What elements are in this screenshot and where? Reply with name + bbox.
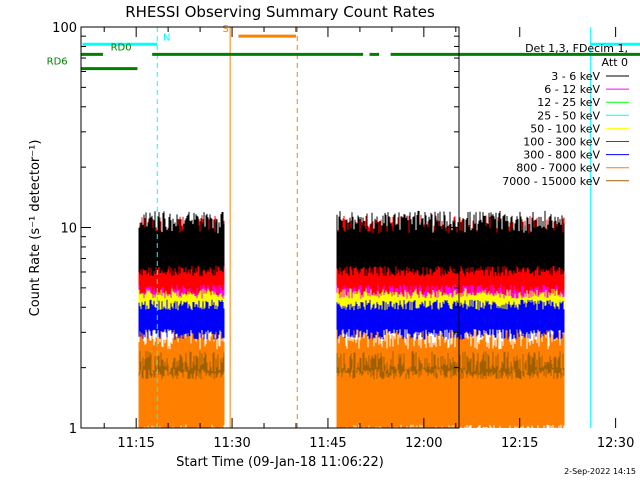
x-tick-label: 11:45 [309,436,346,451]
y-tick-label: 100 [52,21,77,36]
series-800-7000-kev [138,327,565,428]
x-tick-label: 12:00 [405,436,442,451]
x-tick-label: 12:15 [501,436,538,451]
legend-header-line-1: Det 1,3, FDecim 1, [525,42,628,55]
series-7000-15000-kev [138,351,565,380]
flag-label-s: S [222,24,228,35]
y-tick-label: 10 [60,222,77,237]
axis-layer: 11010011:1511:3011:4512:0012:1512:3012:4… [52,21,634,451]
legend-label-3: 25 - 50 keV [537,109,600,122]
marker-layer [156,27,592,428]
flag-label-rd6: RD6 [47,57,68,68]
x-axis-label: Start Time (09-Jan-18 11:06:22) [176,455,384,470]
series-3-6-kev [138,210,565,277]
footer-date: 2-Sep-2022 14:15 [564,467,636,476]
legend-label-5: 100 - 300 keV [523,136,600,149]
legend-label-1: 6 - 12 keV [544,83,600,96]
chart-title: RHESSI Observing Summary Count Rates [125,3,435,21]
series-trace-segment-1 [336,210,565,277]
y-axis-label: Count Rate (s⁻¹ detector⁻¹) [28,140,43,317]
series-trace-segment-0 [138,351,225,380]
data-layer [138,210,565,428]
series-trace-segment-1 [336,327,565,428]
x-tick-label: 11:30 [213,436,250,451]
series-trace-segment-0 [138,211,225,277]
legend-label-0: 3 - 6 keV [551,70,600,83]
legend-header-line-2: Att 0 [602,56,628,69]
x-tick-label: 12:30 [597,436,634,451]
x-tick-label: 11:15 [117,436,154,451]
legend-label-4: 50 - 100 keV [530,122,600,135]
legend-label-7: 800 - 7000 keV [516,162,600,175]
series-trace-segment-1 [336,351,565,380]
legend-label-8: 7000 - 15000 keV [502,175,600,188]
legend-label-2: 12 - 25 keV [537,96,600,109]
y-tick-label: 1 [69,422,77,437]
flag-layer: N S RD0 RD6 [47,24,640,71]
flag-label-n: N [163,32,170,43]
series-trace-segment-0 [138,327,225,428]
legend-label-6: 300 - 800 keV [523,149,600,162]
flag-label-rd0: RD0 [111,42,132,53]
